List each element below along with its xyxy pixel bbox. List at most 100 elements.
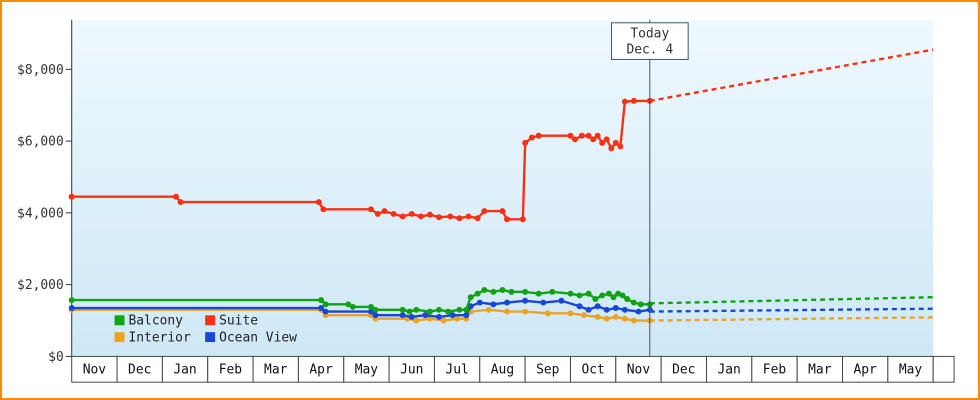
interior-marker (454, 315, 461, 322)
suite-marker (590, 136, 597, 143)
suite-marker (594, 132, 601, 139)
ocean-view-marker (635, 308, 642, 315)
balcony-legend-swatch (114, 315, 125, 326)
balcony-marker (637, 301, 644, 308)
balcony-marker (456, 306, 463, 313)
interior-series (68, 306, 934, 324)
balcony-marker (630, 299, 637, 306)
suite-marker (417, 213, 424, 220)
ocean-view-marker (522, 297, 529, 304)
ocean-view-marker (463, 312, 470, 319)
suite-marker (368, 206, 374, 213)
month-label: May (355, 363, 379, 378)
ocean-view-marker (621, 306, 628, 313)
ocean-view-legend-label: Ocean View (219, 331, 297, 346)
suite-legend-label: Suite (219, 314, 258, 329)
legend: Balcony Suite Interior Ocean View (114, 314, 297, 346)
interior-marker (426, 315, 433, 322)
ocean-view-legend-swatch (205, 332, 216, 343)
balcony-marker (567, 290, 574, 297)
balcony-marker (606, 290, 612, 297)
balcony-marker (368, 303, 374, 310)
ocean-view-marker (585, 306, 592, 313)
month-label: Apr (309, 363, 333, 378)
month-label: Aug (491, 363, 514, 378)
interior-marker (413, 317, 420, 324)
month-cell (252, 355, 299, 383)
ocean-view-marker (449, 312, 456, 319)
balcony-marker (599, 292, 606, 299)
suite-marker (436, 214, 442, 221)
suite-marker (617, 143, 624, 150)
balcony-marker (549, 288, 556, 295)
interior-marker (630, 317, 637, 324)
suite-marker (315, 199, 322, 206)
balcony-marker (436, 306, 442, 313)
suite-marker (499, 208, 506, 215)
balcony-marker (535, 290, 542, 297)
balcony-marker (467, 294, 474, 301)
ocean-view-projection-line (649, 307, 934, 313)
month-label: Feb (763, 363, 786, 378)
y-axis-label: $4,000 (17, 206, 64, 221)
month-label: Feb (219, 363, 242, 378)
month-cell (207, 355, 254, 383)
suite-marker (465, 213, 472, 220)
ocean-view-marker (490, 301, 497, 308)
today-label-line2: Dec. 4 (626, 43, 673, 58)
month-cell (569, 355, 617, 383)
balcony-marker (585, 290, 592, 297)
balcony-marker (522, 288, 529, 295)
balcony-marker (68, 297, 75, 304)
ocean-view-marker (612, 305, 619, 311)
month-cell-partial (932, 355, 955, 383)
suite-marker (535, 132, 542, 139)
ocean-view-marker (603, 306, 610, 313)
month-cell (842, 355, 889, 383)
balcony-marker (318, 297, 325, 304)
ocean-view-marker (594, 303, 601, 310)
month-label: Nov (627, 363, 651, 378)
balcony-marker (481, 287, 488, 293)
plot-area (71, 19, 934, 357)
interior-legend-label: Interior (128, 331, 191, 346)
ocean-view-marker (372, 312, 379, 319)
balcony-series (68, 287, 934, 315)
interior-marker (612, 313, 619, 320)
interior-marker (485, 306, 492, 313)
suite-marker (504, 216, 511, 223)
suite-legend-swatch (205, 315, 216, 326)
balcony-marker (576, 292, 583, 299)
month-label: Jul (445, 363, 468, 378)
month-label: Mar (808, 363, 832, 378)
suite-marker (474, 215, 481, 222)
suite-marker (177, 199, 184, 206)
today-label-line1: Today (630, 27, 669, 42)
balcony-marker (610, 294, 617, 301)
ocean-view-marker (408, 313, 415, 320)
month-label: Jun (400, 363, 423, 378)
suite-marker (456, 215, 463, 222)
y-axis-label: $8,000 (17, 63, 64, 78)
balcony-marker (499, 287, 506, 293)
suite-marker (68, 193, 75, 200)
balcony-legend-label: Balcony (128, 314, 183, 329)
suite-marker (603, 136, 610, 143)
month-label: Dec (128, 363, 151, 378)
balcony-marker (508, 288, 515, 295)
ocean-view-marker (318, 305, 325, 311)
today-label-box (610, 22, 689, 60)
balcony-marker (474, 290, 481, 297)
suite-marker (408, 210, 415, 217)
ocean-view-marker (504, 299, 511, 306)
balcony-marker (399, 306, 406, 313)
y-axis-label: $6,000 (17, 135, 64, 150)
suite-marker (399, 213, 406, 220)
month-cell (433, 355, 481, 383)
suite-marker (599, 139, 606, 146)
balcony-marker (322, 301, 329, 308)
interior-marker (522, 308, 529, 315)
month-cell (388, 355, 435, 383)
ocean-view-marker (436, 313, 442, 320)
